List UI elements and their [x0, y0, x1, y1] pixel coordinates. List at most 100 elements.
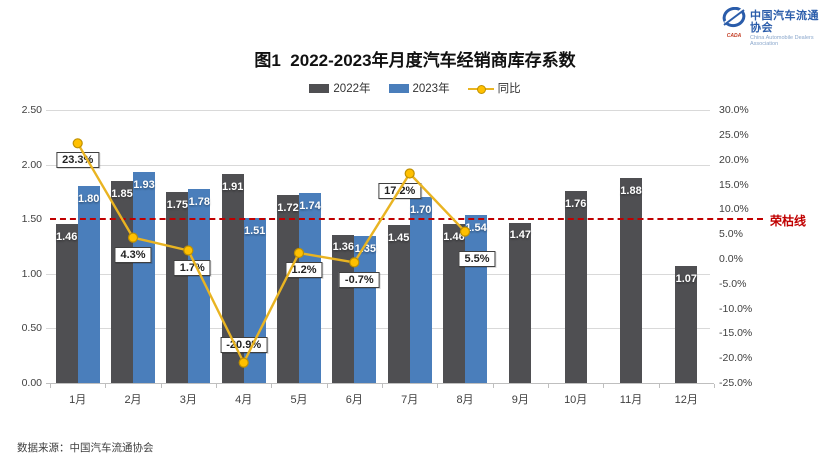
right-axis-tick--25.0%: -25.0%	[719, 377, 753, 389]
org-name: 中国汽车流通协会	[750, 10, 819, 35]
right-axis-tick--20.0%: -20.0%	[719, 352, 753, 365]
bar-2022-10月	[564, 190, 587, 383]
bar-2022-8月	[443, 223, 465, 383]
x-axis-tick	[326, 384, 328, 388]
yoy-label-3月: 1.7%	[173, 259, 211, 276]
org-logo-icon	[722, 6, 746, 34]
x-axis-tick	[382, 384, 383, 388]
left-axis-tick-2.50: 2.50	[21, 104, 42, 116]
bar-2022-12月	[675, 266, 698, 383]
x-axis-label-3月: 3月	[179, 394, 197, 406]
right-axis-tick-10.0%: 10.0%	[719, 203, 749, 216]
x-axis-label-12月: 12月	[674, 394, 698, 406]
bar-2022-7月	[387, 224, 410, 383]
x-axis-tick	[603, 384, 605, 388]
right-axis-tick-30.0%: 30.0%	[719, 104, 749, 116]
yoy-marker-1月	[72, 138, 83, 149]
x-axis-tick	[658, 384, 660, 388]
bar-label-2023-7月: 1.70	[409, 204, 432, 217]
source-note: 数据来源：中国汽车流通协会	[17, 442, 154, 454]
bar-label-2023-5月: 1.74	[299, 199, 321, 212]
bar-2022-6月	[332, 234, 355, 383]
legend-label-2022: 2022年	[333, 83, 371, 95]
x-axis-label-10月: 10月	[564, 394, 588, 406]
bar-label-2022-1月: 1.46	[55, 230, 78, 243]
legend-label-2023: 2023年	[412, 83, 450, 95]
bar-label-2022-11月: 1.88	[620, 184, 642, 197]
bar-label-2023-6月: 1.35	[354, 242, 376, 255]
yoy-label-7月: 17.2%	[378, 182, 422, 199]
bar-2023-8月	[465, 214, 487, 383]
bar-label-2023-1月: 1.80	[77, 193, 100, 206]
x-axis-line	[46, 383, 714, 384]
yoy-label-8月: 5.5%	[458, 250, 496, 267]
x-axis-label-4月: 4月	[235, 394, 253, 406]
bar-label-2022-12月: 1.07	[675, 273, 697, 286]
gridline-2.50	[46, 110, 710, 111]
bar-label-2022-4月: 1.91	[221, 181, 244, 194]
right-axis-tick--15.0%: -15.0%	[719, 327, 753, 340]
yoy-label-6月: -0.7%	[338, 272, 380, 289]
bar-2023-6月	[354, 235, 377, 383]
right-axis-tick--10.0%: -10.0%	[719, 302, 753, 315]
left-axis-tick-1.00: 1.00	[21, 267, 42, 280]
bar-2022-11月	[620, 177, 642, 383]
bar-label-2022-9月: 1.47	[509, 229, 531, 242]
yoy-label-4月: -20.9%	[220, 336, 268, 353]
x-axis-label-11月: 11月	[619, 394, 643, 406]
x-axis-label-5月: 5月	[290, 394, 308, 406]
yoy-marker-7月	[404, 168, 415, 179]
legend-item-2022: 2022年	[309, 80, 371, 96]
chart-title: 图1 2022-2023年月度汽车经销商库存系数	[254, 51, 576, 70]
yoy-label-1月: 23.3%	[56, 152, 100, 169]
chart-legend: 2022年 2023年 同比	[0, 80, 830, 96]
bar-2022-5月	[277, 195, 299, 383]
right-axis-tick--5.0%: -5.0%	[719, 277, 747, 290]
bar-2023-7月	[409, 197, 432, 383]
legend-swatch-2023	[388, 83, 409, 93]
right-axis-tick-25.0%: 25.0%	[719, 128, 749, 141]
right-axis-tick-0.0%: 0.0%	[719, 252, 743, 265]
bar-label-2022-10月: 1.76	[564, 197, 587, 210]
legend-item-yoy: 同比	[467, 80, 521, 96]
x-axis-label-8月: 8月	[456, 394, 474, 406]
bar-2023-1月	[77, 186, 100, 383]
bar-label-2023-3月: 1.78	[188, 195, 210, 208]
x-axis-tick	[160, 384, 162, 388]
bar-2022-3月	[166, 191, 189, 383]
x-axis-label-9月: 9月	[511, 394, 529, 406]
bar-label-2023-2月: 1.93	[133, 179, 155, 192]
x-axis-label-7月: 7月	[401, 394, 419, 406]
gridline-2.00	[46, 164, 710, 166]
bar-2023-4月	[243, 218, 266, 383]
bar-2023-2月	[133, 172, 155, 383]
bar-label-2023-8月: 1.54	[465, 221, 487, 234]
x-axis-tick	[492, 384, 494, 388]
reference-line-label: 荣枯线	[770, 214, 807, 229]
bar-2022-2月	[111, 181, 133, 383]
x-axis-tick	[216, 384, 217, 388]
right-axis-tick-20.0%: 20.0%	[719, 153, 749, 166]
bar-2022-9月	[509, 222, 532, 383]
x-axis-label-1月: 1月	[69, 394, 87, 406]
right-axis-tick-5.0%: 5.0%	[719, 228, 743, 241]
org-logo-badge: CADA	[726, 33, 742, 39]
reference-line	[50, 218, 763, 221]
right-axis-tick-15.0%: 15.0%	[719, 178, 749, 191]
left-axis-tick-0.50: 0.50	[21, 322, 42, 335]
bar-label-2023-4月: 1.51	[243, 225, 266, 238]
left-axis-tick-2.00: 2.00	[21, 158, 42, 171]
legend-label-yoy: 同比	[497, 83, 521, 95]
x-axis-tick	[548, 384, 549, 388]
x-axis-tick	[714, 384, 715, 388]
x-axis-tick	[437, 384, 439, 388]
left-axis-tick-1.50: 1.50	[21, 213, 42, 226]
x-axis-label-2月: 2月	[124, 394, 142, 406]
org-logo: CADA 中国汽车流通协会 China Automobile Dealers A…	[722, 6, 830, 47]
yoy-label-5月: 1.2%	[285, 262, 323, 278]
x-axis-tick	[50, 384, 51, 388]
x-axis-tick	[105, 384, 107, 388]
legend-swatch-2022	[309, 83, 330, 93]
bar-2022-1月	[55, 223, 78, 383]
